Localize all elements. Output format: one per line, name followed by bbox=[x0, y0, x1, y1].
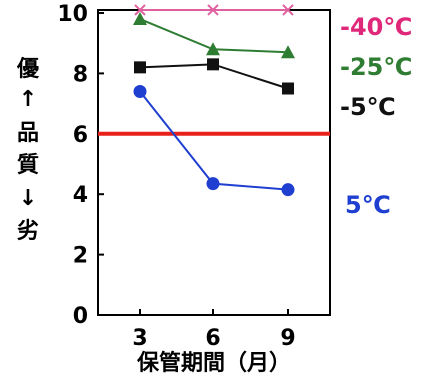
y-axis-ticks: 0 2 4 6 8 10 bbox=[57, 2, 104, 329]
y-axis-title-char: ↓ bbox=[19, 186, 37, 211]
data-point bbox=[133, 12, 147, 26]
data-point bbox=[206, 42, 220, 56]
x-axis-title: 保管期間（月） bbox=[136, 350, 291, 376]
x-tick-label: 6 bbox=[205, 326, 220, 351]
y-axis-title-char: ↑ bbox=[19, 87, 37, 112]
data-point bbox=[282, 4, 294, 16]
y-tick-label: 10 bbox=[57, 2, 88, 27]
y-axis-title-char: 品 bbox=[17, 121, 39, 146]
y-axis-title-char: 劣 bbox=[17, 219, 39, 244]
data-point bbox=[133, 85, 147, 99]
y-tick-label: 2 bbox=[73, 244, 88, 269]
data-point bbox=[281, 183, 295, 197]
y-tick-label: 4 bbox=[73, 183, 88, 208]
y-axis-title: 優 ↑ 品質 ↓ 劣 bbox=[16, 57, 40, 244]
series-label: -5℃ bbox=[340, 93, 396, 121]
x-tick-label: 3 bbox=[132, 326, 147, 351]
series-labels: -40℃ -25℃ -5℃ 5℃ bbox=[340, 13, 412, 219]
series-label: 5℃ bbox=[345, 191, 391, 219]
data-point bbox=[282, 82, 294, 95]
x-tick-label: 9 bbox=[280, 326, 295, 351]
plot-area-frame bbox=[97, 9, 331, 316]
y-axis-title-char: 優 bbox=[16, 57, 40, 82]
y-tick-label: 8 bbox=[73, 62, 88, 87]
data-point bbox=[207, 58, 219, 71]
series-label: -25℃ bbox=[340, 53, 412, 81]
data-point bbox=[134, 61, 146, 74]
data-point bbox=[206, 177, 220, 191]
series-line bbox=[139, 90, 289, 191]
data-point bbox=[207, 4, 219, 16]
y-axis-title-char: 質 bbox=[17, 153, 39, 178]
y-tick-label: 6 bbox=[73, 123, 88, 148]
y-tick-label: 0 bbox=[73, 304, 88, 329]
data-point bbox=[134, 4, 146, 16]
series-lines bbox=[133, 4, 295, 197]
series-label: -40℃ bbox=[340, 13, 412, 41]
data-point bbox=[281, 45, 295, 59]
